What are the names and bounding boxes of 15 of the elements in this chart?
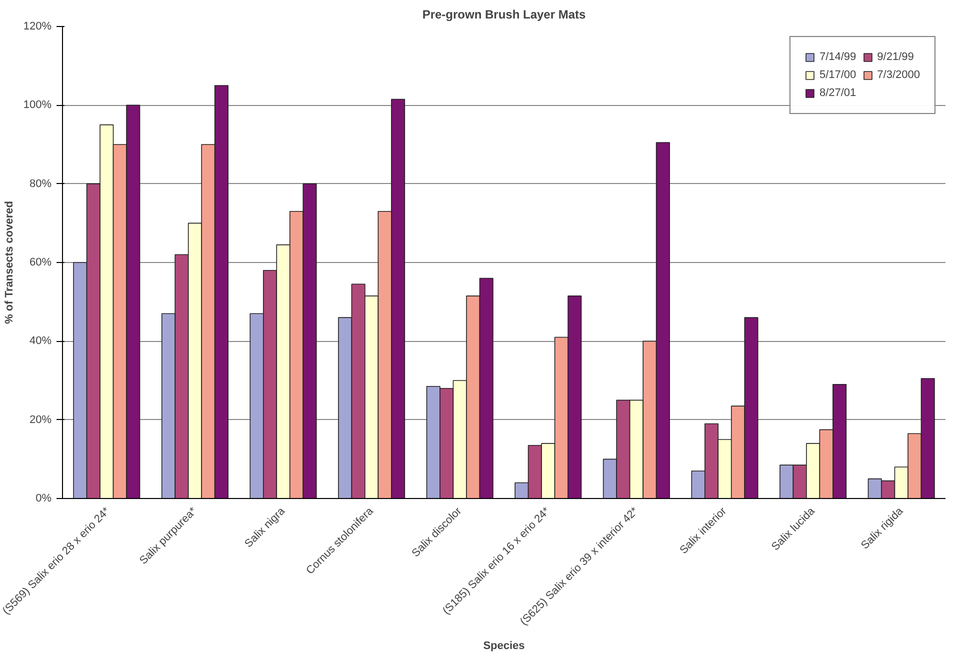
- legend-label: 7/14/99: [819, 51, 856, 63]
- y-tick-label: 0%: [36, 492, 52, 504]
- y-tick-label: 20%: [29, 414, 52, 426]
- legend-label: 7/3/2000: [877, 69, 920, 81]
- y-tick-label: 100%: [23, 99, 52, 112]
- y-axis-title: % of Transects covered: [3, 201, 16, 324]
- x-axis-title: Species: [483, 640, 525, 652]
- legend-label: 9/21/99: [877, 51, 914, 63]
- y-tick-label: 60%: [29, 256, 52, 268]
- chart-title: Pre-grown Brush Layer Mats: [422, 8, 586, 22]
- y-tick-label: 40%: [29, 335, 52, 348]
- legend-label: 5/17/00: [819, 69, 856, 81]
- y-tick-label: 120%: [23, 20, 52, 32]
- y-tick-label: 80%: [29, 178, 52, 190]
- legend-label: 8/27/01: [819, 87, 856, 99]
